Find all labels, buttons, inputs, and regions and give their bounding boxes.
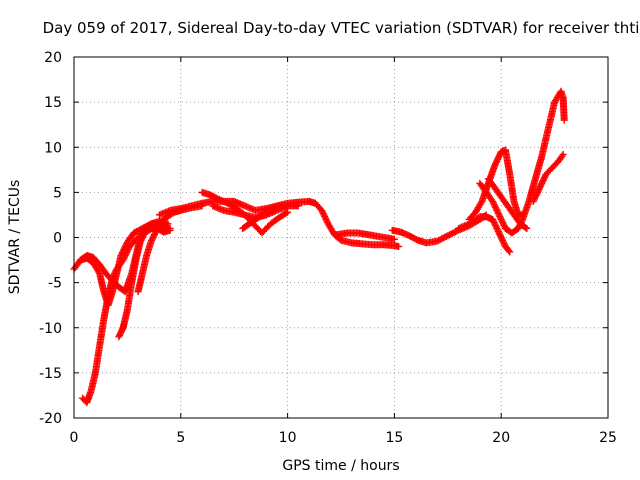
data-point-marker: [451, 228, 459, 236]
y-tick-label: 10: [44, 140, 62, 156]
data-point-marker: [445, 231, 453, 239]
data-point-marker: [433, 237, 441, 245]
data-point-marker: [523, 224, 531, 232]
data-point-marker: [390, 235, 398, 243]
series-arc-3: [79, 220, 163, 407]
data-point-marker: [436, 236, 444, 244]
y-axis-label: SDTVAR / TECUs: [7, 180, 23, 295]
series-arc-16: [484, 175, 531, 232]
data-point-marker: [282, 209, 290, 217]
x-tick-label: 20: [492, 430, 510, 446]
data-point-marker: [444, 232, 452, 240]
data-point-marker: [450, 229, 458, 237]
series-arc-4: [115, 223, 174, 341]
series-arc-17: [529, 150, 567, 205]
x-axis-label: GPS time / hours: [282, 458, 399, 474]
data-point-marker: [284, 208, 292, 216]
data-point-marker: [442, 232, 450, 240]
data-point-marker: [438, 235, 446, 243]
data-point-marker: [395, 243, 403, 251]
series-arc-11: [333, 229, 398, 243]
data-point-marker: [441, 233, 449, 241]
y-tick-label: 15: [44, 95, 62, 111]
x-tick-label: 15: [385, 430, 403, 446]
y-tick-label: 0: [53, 231, 62, 247]
y-tick-label: -15: [39, 366, 62, 382]
data-series-layer: [70, 87, 568, 407]
data-point-marker: [95, 268, 103, 276]
x-tick-label: 10: [279, 430, 297, 446]
series-arc-12: [388, 211, 490, 247]
x-tick-label: 25: [599, 430, 617, 446]
data-point-marker: [558, 152, 566, 160]
series-arc-13: [454, 213, 514, 256]
data-point-marker: [323, 218, 331, 226]
data-point-marker: [559, 150, 567, 158]
data-point-marker: [506, 248, 514, 256]
series-arc-5: [134, 202, 206, 296]
data-point-marker: [477, 199, 485, 207]
data-point-marker: [448, 229, 456, 237]
data-point-marker: [505, 247, 513, 255]
series-arc-2: [76, 217, 172, 309]
y-tick-label: 20: [44, 50, 62, 66]
data-point-marker: [435, 236, 443, 244]
x-tick-label: 5: [176, 430, 185, 446]
y-tick-label: 5: [53, 185, 62, 201]
chart-title: Day 059 of 2017, Sidereal Day-to-day VTE…: [43, 19, 640, 37]
data-point-marker: [439, 234, 447, 242]
data-point-marker: [522, 224, 530, 232]
series-arc-9: [209, 202, 302, 222]
tick-labels: 0 5 10 15 20 25 -20 -15 -10 -5 0 5 10 15 20: [39, 50, 617, 446]
x-tick-label: 0: [70, 430, 79, 446]
y-tick-label: -5: [48, 276, 62, 292]
data-point-marker: [294, 202, 302, 210]
grid: [74, 57, 608, 418]
data-point-marker: [166, 224, 174, 232]
data-point-marker: [560, 116, 568, 124]
y-tick-label: -20: [39, 411, 62, 427]
data-point-marker: [447, 230, 455, 238]
series-arc-10: [305, 197, 403, 251]
y-tick-label: -10: [39, 321, 62, 337]
